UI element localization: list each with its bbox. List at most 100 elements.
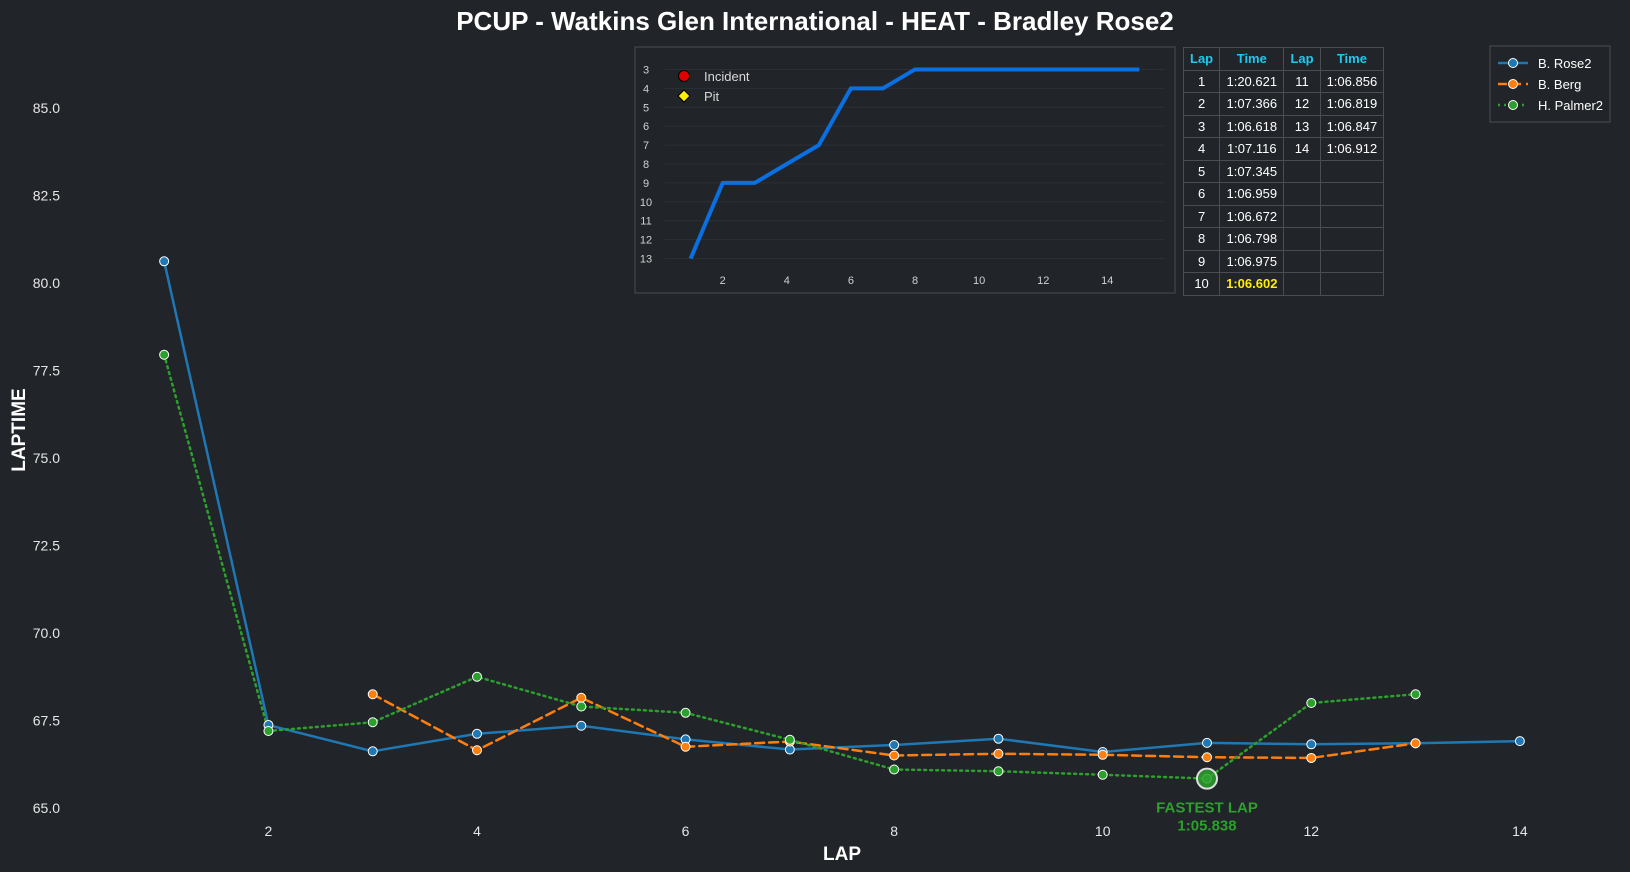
data-point [1202,752,1212,763]
table-cell [1319,204,1385,228]
data-point [680,741,691,752]
data-point [680,707,691,718]
data-point [159,256,170,267]
table-header-cell: Time [1319,47,1385,71]
y-tick-label: 82.5 [33,188,60,204]
table-header-cell: Lap [1283,47,1321,71]
data-point [1410,738,1421,749]
table-cell [1283,227,1321,251]
table-cell [1283,204,1321,228]
table-row: 1 1:20.621 11 1:06.856 [1182,69,1385,93]
table-cell [1319,249,1385,273]
y-tick-label: 67.5 [33,713,60,729]
data-point [472,728,482,739]
inset-y-tick-label: 11 [640,216,651,228]
data-point [263,726,274,736]
inset-y-tick-label: 8 [643,159,649,171]
table-cell: 1:06.975 [1219,249,1285,273]
data-point [993,766,1004,777]
table-cell [1283,159,1321,183]
x-tick-label: 10 [1095,823,1111,839]
table-cell: 1:07.345 [1219,159,1285,183]
inset-y-tick-label: 9 [643,178,649,190]
table-cell [1283,249,1321,273]
table-row: 8 1:06.798 [1182,227,1385,251]
legend-label: B. Berg [1538,77,1581,92]
data-point [1410,689,1421,700]
pit-marker-icon [677,89,691,103]
table-cell: 1:06.618 [1219,114,1285,138]
data-point [889,750,900,761]
table-cell: 1:06.798 [1219,227,1285,251]
table-cell: 10 [1182,272,1221,296]
table-row: 9 1:06.975 [1182,249,1385,273]
x-tick-label: 14 [1512,823,1528,839]
x-tick-label: 12 [1303,823,1319,839]
series-line [162,260,1522,754]
table-cell: 4 [1182,137,1221,161]
y-tick-label: 85.0 [33,100,60,116]
inset-x-tick-label: 12 [1037,275,1049,287]
table-row: 10 1:06.602 [1182,272,1385,296]
data-point [576,720,587,731]
legend-marker [1508,58,1518,68]
table-cell: 1:06.819 [1319,92,1385,116]
data-point [889,740,900,750]
table-cell [1319,159,1385,183]
legend-marker [1508,79,1518,89]
data-point [1306,739,1317,750]
inset-legend-incident: Incident [704,69,750,84]
table-cell: 1:06.959 [1219,182,1285,206]
inset-x-tick-label: 8 [912,275,918,287]
data-point [993,748,1004,759]
y-tick-label: 65.0 [33,800,60,816]
table-cell [1283,272,1321,296]
y-tick-label: 77.5 [33,363,60,379]
inset-x-tick-label: 10 [973,275,985,287]
data-point [1306,752,1317,763]
inset-x-tick-label: 2 [720,275,726,287]
chart-title: PCUP - Watkins Glen International - HEAT… [456,6,1174,36]
data-point [367,717,378,728]
table-cell: 1 [1182,69,1221,93]
table-cell [1319,272,1385,296]
inset-y-tick-label: 5 [643,102,649,114]
table-cell [1319,227,1385,251]
inset-y-tick-label: 12 [640,235,652,247]
data-point [784,734,795,745]
table-row: 4 1:07.116 14 1:06.912 [1182,137,1385,161]
y-tick-label: 80.0 [33,275,60,291]
table-cell: 1:06.602 [1219,272,1285,296]
data-point [159,349,170,360]
inset-y-tick-label: 3 [643,64,649,76]
incident-marker-icon [678,70,690,82]
data-point [1514,736,1525,747]
legend-label: B. Rose2 [1538,56,1591,71]
data-point [1306,698,1317,708]
table-row: 6 1:06.959 [1182,182,1385,206]
data-point [1097,749,1108,760]
x-tick-label: 2 [265,823,273,839]
inset-y-tick-label: 10 [640,197,652,209]
inset-x-tick-label: 6 [848,275,854,287]
table-row: 7 1:06.672 [1182,204,1385,228]
legend-label: H. Palmer2 [1538,98,1603,113]
data-point [889,764,900,775]
x-axis-label: LAP [823,844,861,865]
table-cell: 1:07.366 [1219,92,1285,116]
data-point [367,746,378,757]
table-cell: 12 [1283,92,1321,116]
data-point [472,745,482,756]
x-tick-label: 4 [473,823,481,839]
y-tick-label: 72.5 [33,538,60,554]
table-body: 1 1:20.621 11 1:06.856 2 1:07.366 12 1:06.819 3 1… [1182,69,1385,296]
table-cell: 2 [1182,92,1221,116]
table-cell: 7 [1182,204,1221,228]
y-tick-label: 75.0 [33,450,60,466]
table-header-row: Lap Time Lap Time [1182,47,1385,71]
inset-y-tick-label: 6 [643,121,649,133]
table-row: 5 1:07.345 [1182,159,1385,183]
table-cell: 1:20.621 [1219,69,1285,93]
inset-x-tick-label: 14 [1101,275,1113,287]
